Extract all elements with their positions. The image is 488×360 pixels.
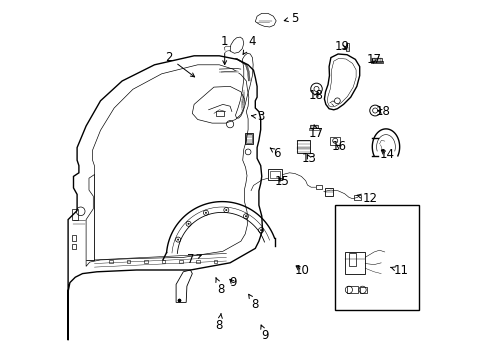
Text: 8: 8 bbox=[248, 294, 259, 311]
Bar bbox=[329, 137, 340, 145]
Bar bbox=[370, 61, 382, 63]
Bar bbox=[179, 260, 183, 263]
Text: 14: 14 bbox=[378, 148, 393, 161]
Bar bbox=[219, 71, 239, 73]
Text: 8: 8 bbox=[215, 278, 224, 296]
Text: 9: 9 bbox=[260, 325, 268, 342]
Text: 2: 2 bbox=[165, 51, 194, 77]
Bar bbox=[72, 235, 76, 241]
Bar bbox=[309, 125, 317, 128]
Bar bbox=[346, 286, 357, 293]
Text: 15: 15 bbox=[274, 175, 289, 188]
Text: 19: 19 bbox=[333, 40, 348, 53]
Circle shape bbox=[244, 216, 246, 217]
Circle shape bbox=[205, 212, 206, 213]
Text: 18: 18 bbox=[375, 105, 390, 118]
Text: 10: 10 bbox=[294, 264, 309, 277]
Bar bbox=[72, 244, 76, 249]
Text: 13: 13 bbox=[301, 152, 316, 165]
Bar bbox=[345, 252, 365, 274]
Text: 18: 18 bbox=[308, 89, 323, 102]
Bar bbox=[348, 253, 355, 266]
Bar bbox=[196, 260, 200, 263]
Bar bbox=[215, 111, 223, 116]
Text: 12: 12 bbox=[356, 192, 377, 204]
Text: 7: 7 bbox=[186, 253, 201, 266]
Bar bbox=[334, 205, 418, 310]
Text: 16: 16 bbox=[331, 140, 346, 153]
Bar bbox=[296, 140, 310, 153]
Text: 17: 17 bbox=[366, 53, 381, 66]
Text: 9: 9 bbox=[229, 276, 236, 289]
Text: 5: 5 bbox=[284, 12, 298, 24]
Text: 11: 11 bbox=[390, 264, 408, 277]
Bar bbox=[315, 185, 322, 189]
Bar bbox=[354, 195, 360, 200]
Bar bbox=[162, 260, 165, 263]
Bar bbox=[267, 169, 282, 180]
Text: 8: 8 bbox=[215, 314, 223, 332]
Text: 17: 17 bbox=[308, 125, 324, 140]
Bar bbox=[72, 209, 78, 220]
Circle shape bbox=[260, 229, 261, 231]
Bar bbox=[246, 134, 251, 143]
Circle shape bbox=[225, 210, 226, 211]
Text: 3: 3 bbox=[251, 111, 264, 123]
Bar bbox=[309, 128, 318, 130]
Text: 4: 4 bbox=[243, 35, 255, 54]
Bar bbox=[213, 260, 217, 263]
Bar bbox=[346, 43, 348, 51]
Bar bbox=[109, 260, 113, 263]
Text: 1: 1 bbox=[221, 35, 228, 64]
Circle shape bbox=[187, 223, 189, 225]
Bar bbox=[371, 58, 381, 62]
Bar bbox=[325, 188, 332, 196]
Text: 6: 6 bbox=[270, 147, 280, 159]
Circle shape bbox=[177, 239, 179, 240]
Bar bbox=[144, 260, 147, 263]
Bar bbox=[127, 260, 130, 263]
Bar bbox=[359, 287, 366, 293]
Bar bbox=[269, 171, 280, 178]
Bar bbox=[244, 133, 253, 144]
